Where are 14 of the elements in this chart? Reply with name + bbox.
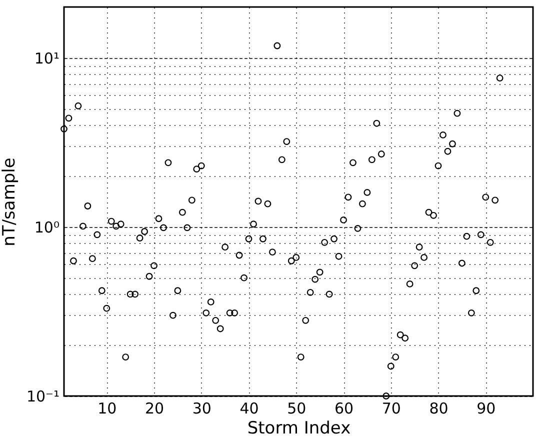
x-tick-label: 20 bbox=[144, 400, 164, 418]
x-tick-label: 90 bbox=[476, 400, 496, 418]
x-tick-label: 70 bbox=[382, 400, 401, 418]
x-tick-label: 30 bbox=[192, 400, 212, 418]
x-tick-label: 50 bbox=[287, 400, 306, 418]
y-axis-title: nT/sample bbox=[0, 158, 20, 246]
x-tick-label: 80 bbox=[429, 400, 448, 418]
x-tick-label: 10 bbox=[98, 400, 117, 418]
y-tick-label: 10¹ bbox=[34, 49, 60, 68]
y-tick-label: 10⁻¹ bbox=[26, 388, 60, 406]
x-tick-label: 60 bbox=[334, 400, 354, 418]
y-tick-label: 10⁰ bbox=[34, 218, 60, 236]
x-tick-label: 40 bbox=[240, 400, 259, 418]
x-axis-title: Storm Index bbox=[247, 418, 351, 438]
